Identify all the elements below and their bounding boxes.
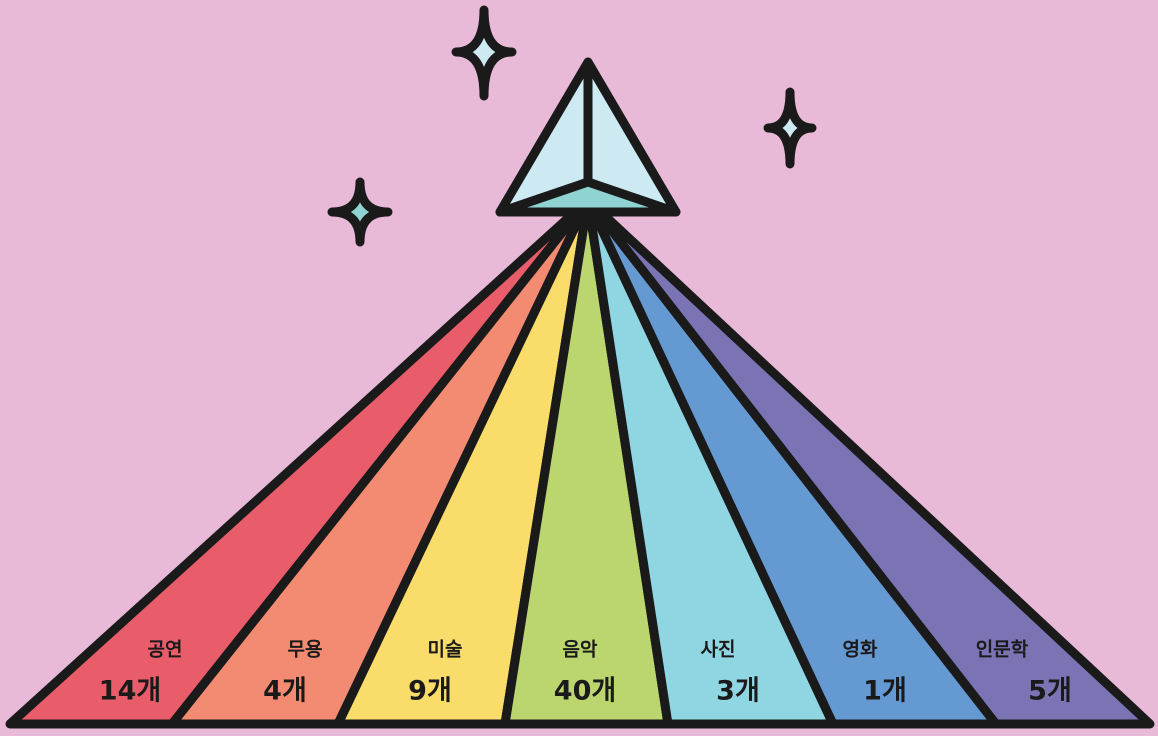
infographic: 공연 14개 무용 4개 미술 9개 음악 40개 사진 3개 영화 1개 인문학 5개: [0, 0, 1158, 736]
category-label: 음악: [563, 639, 598, 661]
category-count: 40개: [554, 676, 616, 707]
page: 공연14개무용4개미술9개음악40개사진3개영화1개인문학5개 (() => {…: [0, 0, 1158, 736]
category-label: 공연: [148, 639, 183, 661]
category-count: 5개: [1028, 676, 1072, 707]
category-count: 9개: [408, 676, 452, 707]
category-label: 인문학: [976, 639, 1029, 661]
category-count: 1개: [863, 676, 907, 707]
category-label: 무용: [288, 639, 323, 661]
category-count: 4개: [263, 676, 307, 707]
category-label: 영화: [843, 639, 878, 661]
category-count: 3개: [716, 676, 760, 707]
category-count: 14개: [99, 676, 161, 707]
category-label: 사진: [701, 639, 736, 661]
category-label: 미술: [428, 639, 463, 661]
